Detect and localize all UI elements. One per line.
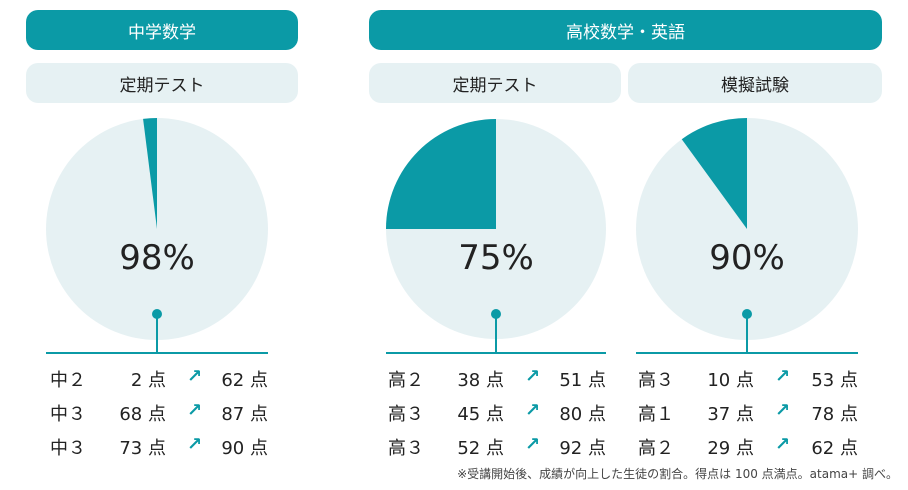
arrow-up-right-icon: ↗ [775, 366, 791, 387]
grade-label: 中２ [50, 370, 86, 391]
percent-label: 75% [458, 238, 534, 278]
header-junior-math: 中学数学 [26, 10, 298, 50]
score-before: 29 点 [707, 438, 754, 459]
subheader-chart-3: 模擬試験 [628, 63, 882, 103]
table-row: 中２ 2 点 ↗ 62 点 [46, 362, 268, 396]
pie-chart-2: 75% [386, 119, 606, 354]
grade-label: 中３ [50, 438, 86, 459]
score-after: 87 点 [221, 404, 268, 425]
header-senior-math-english: 高校数学・英語 [369, 10, 882, 50]
score-after: 92 点 [559, 438, 606, 459]
score-after: 80 点 [559, 404, 606, 425]
pie-slice-other [386, 119, 496, 229]
score-before: 2 点 [130, 370, 166, 391]
arrow-up-right-icon: ↗ [187, 366, 203, 387]
footnote: ※受講開始後、成績が向上した生徒の割合。得点は 100 点満点。atama+ 調… [457, 467, 898, 481]
arrow-up-right-icon: ↗ [187, 434, 203, 455]
grade-label: 高３ [388, 438, 424, 459]
score-after: 51 点 [559, 370, 606, 391]
score-before: 38 点 [457, 370, 504, 391]
arrow-up-right-icon: ↗ [775, 400, 791, 421]
score-before: 68 点 [119, 404, 166, 425]
table-row: 高２ 29 点 ↗ 62 点 [634, 430, 858, 464]
subheader-chart-3-label: 模擬試験 [721, 75, 789, 96]
subheader-chart-2-label: 定期テスト [452, 75, 538, 96]
score-after: 90 点 [221, 438, 268, 459]
table-row: 中３ 73 点 ↗ 90 点 [46, 430, 268, 464]
arrow-up-right-icon: ↗ [525, 434, 541, 455]
arrow-up-right-icon: ↗ [525, 400, 541, 421]
table-row: 高２ 38 点 ↗ 51 点 [384, 362, 606, 396]
subheader-chart-1-label: 定期テスト [119, 75, 205, 96]
grade-label: 高３ [388, 404, 424, 425]
table-row: 高３ 52 点 ↗ 92 点 [384, 430, 606, 464]
score-rows-1: 中２ 2 点 ↗ 62 点 中３ 68 点 ↗ 87 点 中３ 73 点 ↗ 9… [46, 362, 268, 464]
pie-chart-3: 90% [636, 118, 858, 354]
score-before: 45 点 [457, 404, 504, 425]
score-before: 52 点 [457, 438, 504, 459]
grade-label: 高１ [638, 404, 674, 425]
pie-slice-other [143, 118, 157, 229]
table-row: 高３ 45 点 ↗ 80 点 [384, 396, 606, 430]
score-after: 62 点 [811, 438, 858, 459]
header-senior-label: 高校数学・英語 [566, 22, 685, 43]
subheader-chart-2: 定期テスト [369, 63, 621, 103]
percent-label: 98% [119, 238, 195, 278]
score-after: 62 点 [221, 370, 268, 391]
score-before: 37 点 [707, 404, 754, 425]
score-after: 78 点 [811, 404, 858, 425]
grade-label: 高２ [638, 438, 674, 459]
subheader-chart-1: 定期テスト [26, 63, 298, 103]
grade-label: 高３ [638, 370, 674, 391]
score-rows-2: 高２ 38 点 ↗ 51 点 高３ 45 点 ↗ 80 点 高３ 52 点 ↗ … [384, 362, 606, 464]
percent-label: 90% [709, 238, 785, 278]
score-rows-3: 高３ 10 点 ↗ 53 点 高１ 37 点 ↗ 78 点 高２ 29 点 ↗ … [634, 362, 858, 464]
pie-chart-1: 98% [46, 118, 268, 354]
table-row: 高３ 10 点 ↗ 53 点 [634, 362, 858, 396]
table-row: 高１ 37 点 ↗ 78 点 [634, 396, 858, 430]
arrow-up-right-icon: ↗ [775, 434, 791, 455]
header-junior-math-label: 中学数学 [128, 22, 196, 43]
score-after: 53 点 [811, 370, 858, 391]
arrow-up-right-icon: ↗ [525, 366, 541, 387]
grade-label: 高２ [388, 370, 424, 391]
score-before: 73 点 [119, 438, 166, 459]
arrow-up-right-icon: ↗ [187, 400, 203, 421]
grade-label: 中３ [50, 404, 86, 425]
table-row: 中３ 68 点 ↗ 87 点 [46, 396, 268, 430]
pie-slice-other [681, 118, 747, 229]
score-before: 10 点 [707, 370, 754, 391]
